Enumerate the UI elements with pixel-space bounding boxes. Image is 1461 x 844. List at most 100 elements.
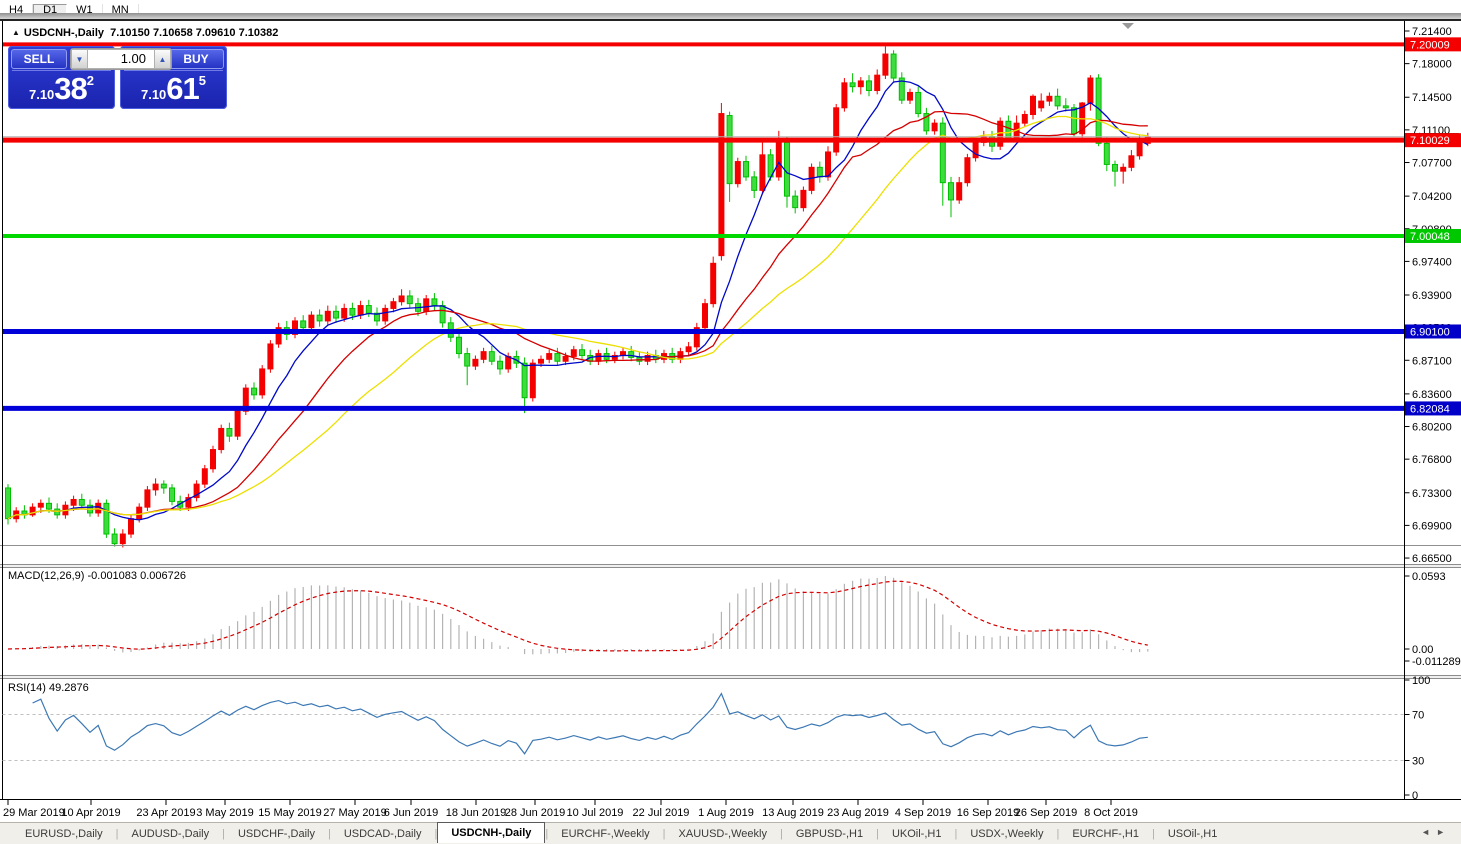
candle-up bbox=[1030, 95, 1036, 116]
price-label-text: 7.10029 bbox=[1410, 135, 1450, 147]
splitter bbox=[0, 545, 1461, 546]
tab-scroll-arrows[interactable]: ◄► bbox=[1421, 827, 1451, 837]
date-tick-label: 15 May 2019 bbox=[258, 807, 322, 819]
candle-down bbox=[431, 298, 438, 307]
candle-up bbox=[800, 189, 807, 209]
chart-canvas[interactable]: 7.214007.180007.145007.111007.077007.042… bbox=[0, 20, 1461, 823]
chart-tab-usdcaddaily[interactable]: USDCAD-,Daily bbox=[343, 828, 422, 840]
chart-tab-usdchfdaily[interactable]: USDCHF-,Daily bbox=[237, 828, 315, 840]
candle-down bbox=[333, 310, 339, 319]
panel-splitter[interactable] bbox=[0, 567, 1461, 568]
candle-down bbox=[488, 351, 495, 362]
candle-up bbox=[382, 307, 389, 322]
price-tick-label: 6.80200 bbox=[1412, 422, 1452, 434]
volume-spinner: ▼ 1.00 ▲ bbox=[70, 48, 172, 70]
date-tick-label: 22 Jul 2019 bbox=[633, 807, 690, 819]
sell-price[interactable]: 7.10382 bbox=[8, 72, 115, 109]
chart-tab-eurchfh1[interactable]: EURCHF-,H1 bbox=[1072, 828, 1139, 840]
price-tick-label: 6.93900 bbox=[1412, 290, 1452, 302]
sell-button[interactable]: SELL bbox=[11, 49, 67, 69]
tab-separator: | bbox=[545, 828, 549, 840]
chart-tab-eurchfweekly[interactable]: EURCHF-,Weekly bbox=[561, 828, 650, 840]
candle-up bbox=[734, 161, 741, 185]
date-tick-label: 18 Jun 2019 bbox=[446, 807, 507, 819]
candle-up bbox=[833, 107, 840, 153]
candle-down bbox=[939, 122, 946, 184]
candle-down bbox=[948, 182, 954, 201]
price-tick-label: 6.73300 bbox=[1412, 488, 1452, 500]
buy-price[interactable]: 7.10615 bbox=[120, 72, 227, 109]
candle-down bbox=[1103, 142, 1110, 165]
chart-tab-ukoilh1[interactable]: UKOil-,H1 bbox=[891, 828, 942, 840]
one-click-trading-panel: SELL 7.10382 BUY 7.10615 ▼ 1.00 ▲ bbox=[8, 46, 227, 109]
sell-box: SELL 7.10382 bbox=[8, 46, 115, 109]
volume-input[interactable]: 1.00 bbox=[88, 49, 154, 69]
symbol-collapse-icon[interactable]: ▲ bbox=[12, 28, 20, 37]
chart-tab-audusddaily[interactable]: AUDUSD-,Daily bbox=[131, 828, 210, 840]
date-tick-label: 13 Aug 2019 bbox=[762, 807, 824, 819]
candle-up bbox=[136, 506, 143, 520]
candle-down bbox=[898, 77, 905, 101]
candle-down bbox=[464, 353, 471, 367]
candle-down bbox=[784, 141, 790, 197]
candle-down bbox=[103, 502, 110, 535]
chart-ohlc-values: 7.10150 7.10658 7.09610 7.10382 bbox=[110, 27, 279, 39]
candle-up bbox=[759, 154, 766, 191]
candle-down bbox=[521, 362, 528, 399]
candle-up bbox=[562, 355, 569, 362]
candle-up bbox=[718, 113, 725, 257]
candle-up bbox=[972, 141, 979, 159]
candle-down bbox=[751, 176, 758, 191]
volume-decrease-icon[interactable]: ▼ bbox=[71, 49, 88, 69]
date-tick-label: 4 Sep 2019 bbox=[895, 807, 951, 819]
candle-down bbox=[365, 305, 372, 314]
chart-tab-gbpusdh1[interactable]: GBPUSD-,H1 bbox=[795, 828, 864, 840]
buy-button[interactable]: BUY bbox=[168, 49, 224, 69]
chart-shift-marker-icon[interactable] bbox=[1122, 23, 1134, 29]
chart-tab-eurusddaily[interactable]: EURUSD-,Daily bbox=[25, 828, 103, 840]
candle-down bbox=[866, 80, 872, 92]
candle-down bbox=[46, 502, 52, 510]
chart-tab-usdxweekly[interactable]: USDX-,Weekly bbox=[970, 828, 1044, 840]
panel-splitter[interactable] bbox=[0, 678, 1461, 679]
tab-scroll-right-icon[interactable]: ► bbox=[1436, 827, 1451, 837]
panel-splitter[interactable] bbox=[0, 564, 1461, 565]
candle-down bbox=[628, 351, 635, 358]
tab-scroll-left-icon[interactable]: ◄ bbox=[1421, 827, 1437, 837]
candle-down bbox=[1005, 120, 1012, 140]
candle-up bbox=[37, 502, 44, 508]
chart-tab-xauusdweekly[interactable]: XAUUSD-,Weekly bbox=[678, 828, 767, 840]
candle-up bbox=[1046, 95, 1053, 102]
tab-separator: | bbox=[876, 828, 879, 840]
price-tick-label: 6.76800 bbox=[1412, 454, 1452, 466]
date-tick-label: 1 Aug 2019 bbox=[698, 807, 754, 819]
date-tick-label: 27 May 2019 bbox=[323, 807, 387, 819]
panel-splitter[interactable] bbox=[0, 565, 1461, 567]
panel-splitter[interactable] bbox=[0, 676, 1461, 678]
price-tick-label: 7.14500 bbox=[1412, 92, 1452, 104]
rsi-axis-label: 70 bbox=[1412, 710, 1424, 722]
chart-tab-usoilh1[interactable]: USOil-,H1 bbox=[1167, 828, 1218, 840]
candle-up bbox=[390, 301, 397, 309]
tab-separator: | bbox=[327, 828, 331, 840]
chart-tab-usdcnhdaily[interactable]: USDCNH-,Daily bbox=[437, 822, 546, 843]
macd-axis-label: 0.0593 bbox=[1412, 571, 1446, 583]
price-tick-label: 6.97400 bbox=[1412, 256, 1452, 268]
candle-down bbox=[300, 320, 307, 329]
candle-up bbox=[702, 303, 708, 329]
rsi-name: RSI(14) bbox=[8, 682, 46, 694]
ma-mid-line bbox=[7, 110, 1148, 520]
candle-up bbox=[546, 353, 553, 360]
volume-increase-icon[interactable]: ▲ bbox=[154, 49, 171, 69]
candle-up bbox=[357, 305, 364, 316]
toolbar-edge bbox=[0, 13, 1461, 19]
panel-splitter[interactable] bbox=[0, 675, 1461, 676]
candle-down bbox=[226, 427, 233, 437]
candle-up bbox=[341, 307, 348, 319]
candle-up bbox=[423, 298, 430, 312]
macd-signal-line bbox=[7, 580, 1148, 652]
candle-down bbox=[111, 533, 118, 545]
candle-up bbox=[964, 157, 971, 184]
tab-separator: | bbox=[434, 828, 438, 840]
candle-up bbox=[956, 182, 963, 201]
